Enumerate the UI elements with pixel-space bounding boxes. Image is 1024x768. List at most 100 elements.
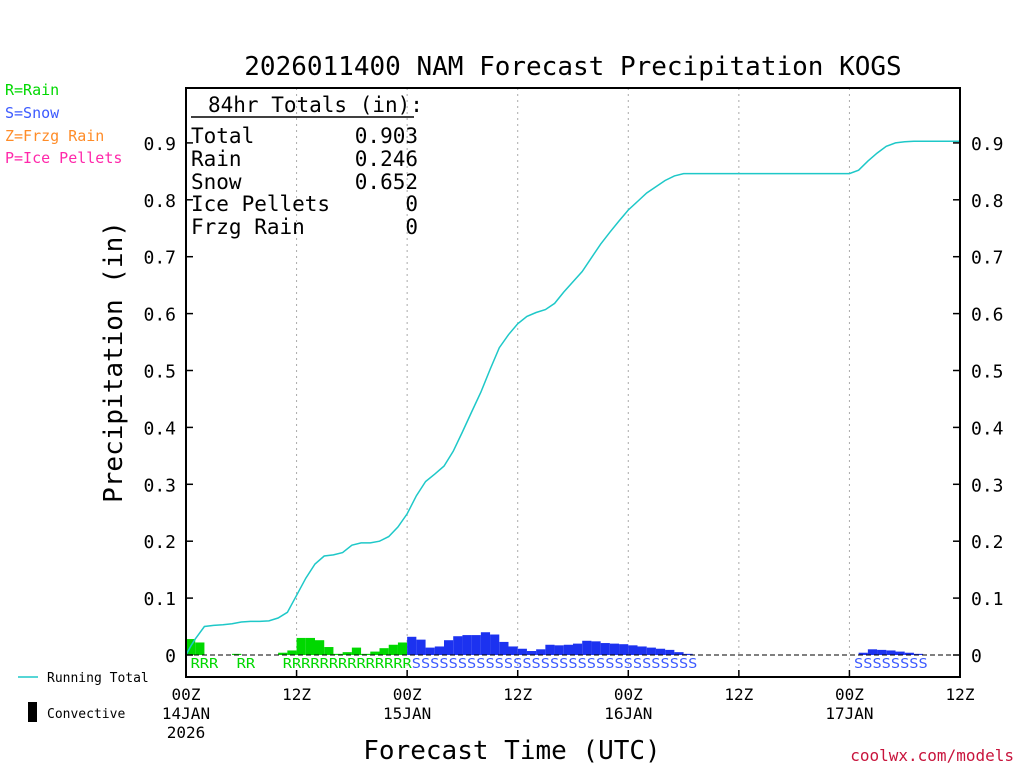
rain-bar <box>370 651 380 655</box>
y-tick-label-left: 0.6 <box>143 305 176 326</box>
type-legend: R=Rain S=Snow Z=Frzg Rain P=Ice Pellets <box>5 81 122 167</box>
rain-bar <box>333 653 343 655</box>
type-code-labels: RRR RR RRRRRRRRRR RRRR SSSSSSSSSSSSSSSSSSSSS… <box>191 657 928 672</box>
totals-total-value: 0.903 <box>355 124 418 148</box>
y-tick-label-right: 0.8 <box>971 191 1004 212</box>
snow-bar <box>886 650 896 655</box>
snow-bar <box>517 648 527 655</box>
y-axis-ticks: 0 00.1 0.10.2 0.20.3 0.30.4 0.40.5 0.50.6 0.60.… <box>143 134 1003 667</box>
rain-bar <box>315 640 325 655</box>
y-tick-label-left: 0.5 <box>143 362 176 383</box>
snow-bar <box>655 648 666 655</box>
snow-bar <box>416 639 426 655</box>
legend-ice-pellets: P=Ice Pellets <box>5 149 122 167</box>
snow-bar <box>628 645 638 655</box>
y-tick-label-left: 0.9 <box>143 134 176 155</box>
totals-rain-value: 0.246 <box>355 147 418 171</box>
y-tick-label-left: 0.3 <box>143 475 176 496</box>
x-tick-year: 2026 <box>167 723 206 742</box>
snow-bar <box>619 644 629 655</box>
rain-code-label: RR <box>237 657 256 672</box>
totals-header: 84hr Totals (in): <box>208 93 423 117</box>
y-tick-label-right: 0.6 <box>971 305 1004 326</box>
rain-bar <box>278 652 288 655</box>
rain-bar <box>296 637 306 655</box>
x-tick-label: 12Z <box>946 685 975 704</box>
snow-bar <box>545 644 555 655</box>
snow-bar <box>646 647 656 655</box>
snow-bar <box>913 653 924 655</box>
x-tick-label: 00Z <box>614 685 643 704</box>
snow-bar <box>674 652 684 655</box>
y-tick-label-right: 0.7 <box>971 248 1004 269</box>
totals-freezing-rain-label: Frzg Rain <box>191 215 305 239</box>
totals-ice-pellets-label: Ice Pellets <box>191 192 330 216</box>
snow-bar <box>683 653 693 655</box>
y-tick-label-right: 0.3 <box>971 475 1004 496</box>
rain-bar <box>342 652 352 655</box>
totals-snow-value: 0.652 <box>355 170 418 194</box>
y-tick-label-left: 0.1 <box>143 589 176 610</box>
line-legend: Running Total Convective <box>18 671 149 722</box>
snow-bar <box>536 649 546 655</box>
running-total-legend-label: Running Total <box>47 671 149 686</box>
y-tick-label-left: 0.8 <box>143 191 176 212</box>
snow-bar <box>582 640 592 655</box>
y-tick-label-right: 0.9 <box>971 134 1004 155</box>
y-tick-label-left: 0 <box>165 646 176 667</box>
rain-bar <box>232 653 242 655</box>
y-axis-label: Precipitation (in) <box>99 221 129 503</box>
y-tick-label-left: 0.7 <box>143 248 176 269</box>
rain-code-label: RRR <box>191 657 219 672</box>
snow-bar <box>434 646 444 655</box>
x-tick-label: 12Z <box>724 685 753 704</box>
x-axis-label: Forecast Time (UTC) <box>363 736 660 766</box>
snow-bar <box>895 651 905 655</box>
rain-bar <box>379 648 389 655</box>
totals-rain-label: Rain <box>191 147 242 171</box>
totals-freezing-rain-value: 0 <box>405 215 418 239</box>
y-tick-label-right: 0 <box>971 646 982 667</box>
y-tick-label-left: 0.2 <box>143 532 176 553</box>
convective-legend-swatch <box>28 702 37 722</box>
snow-code-label: SSSSSSSS <box>854 657 928 672</box>
totals-ice-pellets-value: 0 <box>405 192 418 216</box>
snow-bar <box>573 643 583 655</box>
x-tick-label: 00Z <box>835 685 864 704</box>
x-tick-date: 16JAN <box>604 704 652 723</box>
snow-bar <box>600 643 610 655</box>
snow-bar <box>499 641 509 655</box>
x-tick-label: 12Z <box>282 685 311 704</box>
rain-bar <box>305 637 315 655</box>
snow-bar <box>526 651 537 655</box>
rain-bar <box>361 653 371 655</box>
legend-freezing-rain: Z=Frzg Rain <box>5 127 104 145</box>
plot-frame <box>185 87 961 678</box>
snow-bar <box>665 649 675 655</box>
snow-bar <box>462 635 472 655</box>
legend-rain: R=Rain <box>5 81 59 99</box>
rain-bar <box>397 642 408 655</box>
snow-bar <box>471 635 481 655</box>
snow-bar <box>904 652 914 655</box>
x-tick-date: 14JAN <box>162 704 210 723</box>
y-tick-label-left: 0.4 <box>143 418 176 439</box>
running-total-line <box>185 140 960 656</box>
x-tick-label: 00Z <box>393 685 422 704</box>
snow-bar <box>637 646 647 655</box>
source-credit: coolwx.com/models <box>850 746 1014 765</box>
snow-bar <box>877 649 887 655</box>
rain-code-label: RRRRRRRRRR <box>283 657 375 672</box>
totals-box: 84hr Totals (in): Total 0.903 Rain 0.246… <box>191 93 423 239</box>
snow-bar <box>480 632 491 655</box>
snow-bar <box>609 643 620 655</box>
legend-snow: S=Snow <box>5 104 60 122</box>
totals-snow-label: Snow <box>191 170 242 194</box>
snow-bar <box>591 641 601 655</box>
snow-bar <box>554 645 564 655</box>
snow-bar <box>858 652 868 655</box>
rain-bar <box>351 647 362 655</box>
rain-bar <box>388 644 398 655</box>
